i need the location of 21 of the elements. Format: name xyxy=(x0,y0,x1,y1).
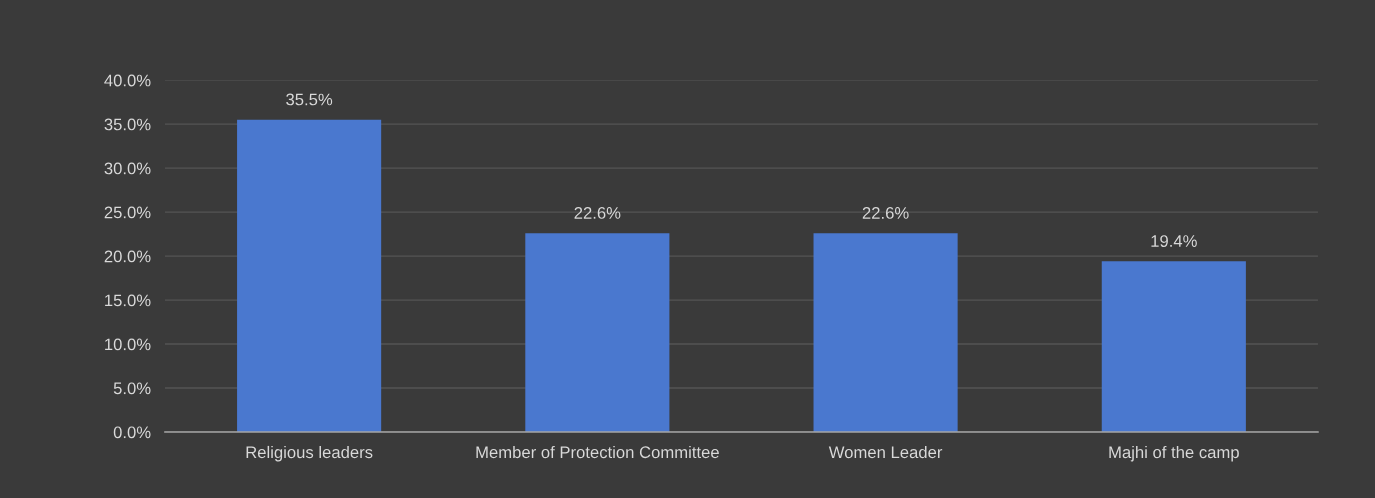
y-tick-label: 30.0% xyxy=(104,162,151,175)
y-tick-label: 40.0% xyxy=(104,74,151,87)
y-tick-label: 25.0% xyxy=(104,206,151,219)
x-tick-label: Majhi of the camp xyxy=(1109,445,1239,462)
bar xyxy=(813,233,958,433)
y-tick-label: 20.0% xyxy=(104,250,151,263)
bar xyxy=(237,119,382,433)
data-label: 22.6% xyxy=(574,207,621,219)
y-tick-label: 35.0% xyxy=(104,118,151,131)
y-tick-label: 10.0% xyxy=(105,338,151,351)
data-label: 35.5% xyxy=(286,93,333,106)
y-tick-label: 0.0% xyxy=(113,426,151,439)
bar xyxy=(1101,261,1246,433)
x-tick-label: Religious leaders xyxy=(246,445,373,462)
data-label: 22.6% xyxy=(862,207,909,219)
y-tick-label: 5.0% xyxy=(113,382,151,395)
x-tick-label: Member of Protection Committee xyxy=(476,445,719,459)
x-tick-label: Women Leader xyxy=(828,445,943,459)
data-label: 19.4% xyxy=(1151,235,1197,247)
y-tick-label: 15.0% xyxy=(105,294,151,307)
bar xyxy=(525,233,670,433)
